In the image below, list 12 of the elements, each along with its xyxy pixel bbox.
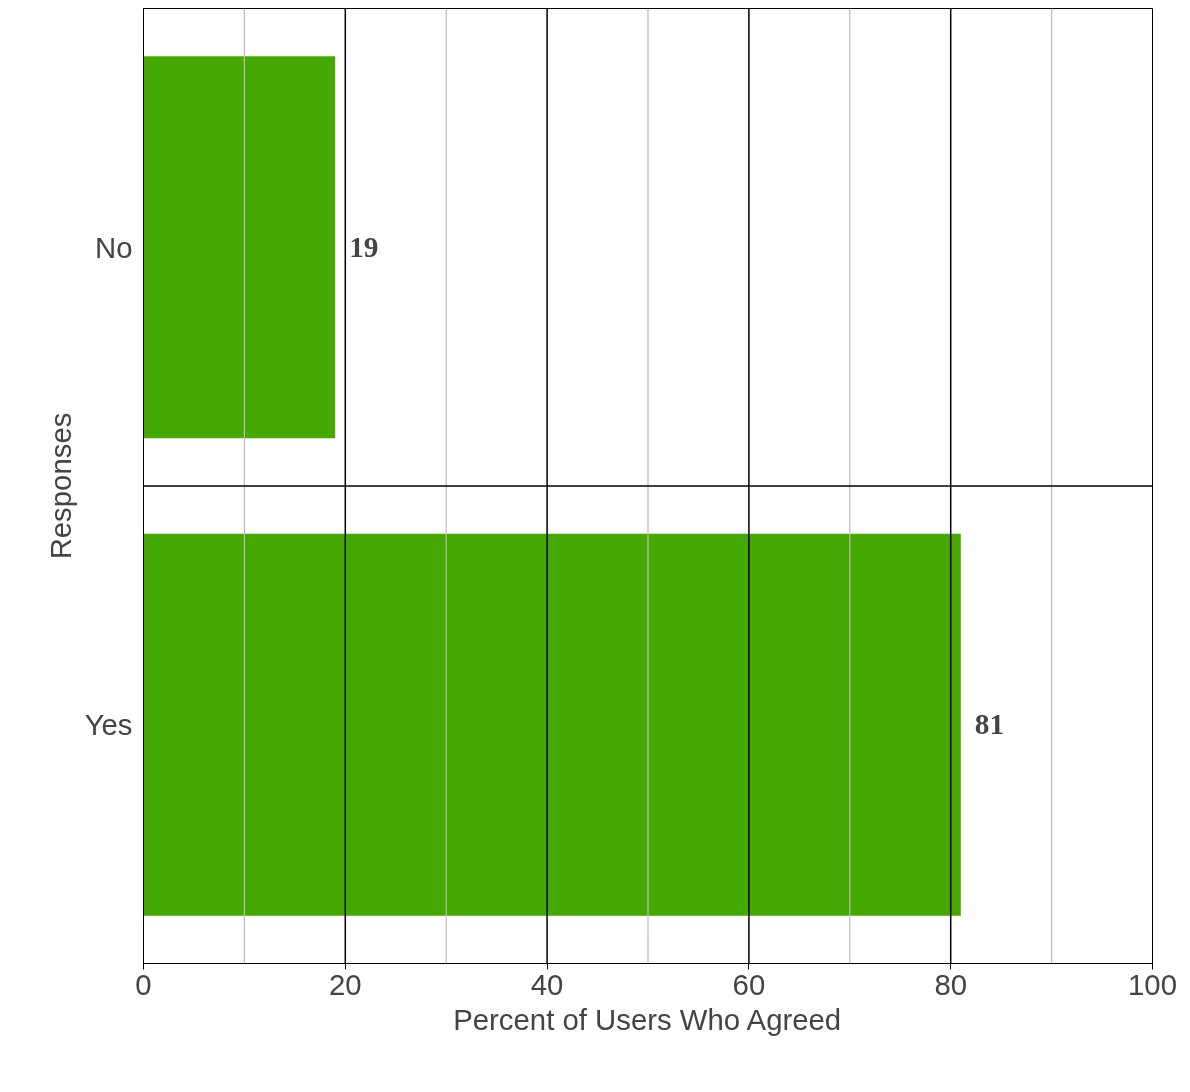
data-label: 19	[349, 230, 379, 263]
data-label: 81	[974, 708, 1005, 741]
x-tick-label: 0	[135, 967, 152, 1001]
x-axis-title: Percent of Users Who Agreed	[453, 1002, 842, 1036]
x-tick-label: 60	[732, 967, 766, 1001]
y-axis-title: Responses	[43, 412, 77, 560]
y-tick-label: Yes	[84, 708, 133, 742]
y-tick-label: No	[95, 230, 133, 264]
x-tick-label: 80	[934, 967, 968, 1001]
x-tick-label: 100	[1128, 967, 1177, 1001]
x-tick-label: 40	[530, 967, 564, 1001]
x-tick-label: 20	[328, 967, 362, 1001]
